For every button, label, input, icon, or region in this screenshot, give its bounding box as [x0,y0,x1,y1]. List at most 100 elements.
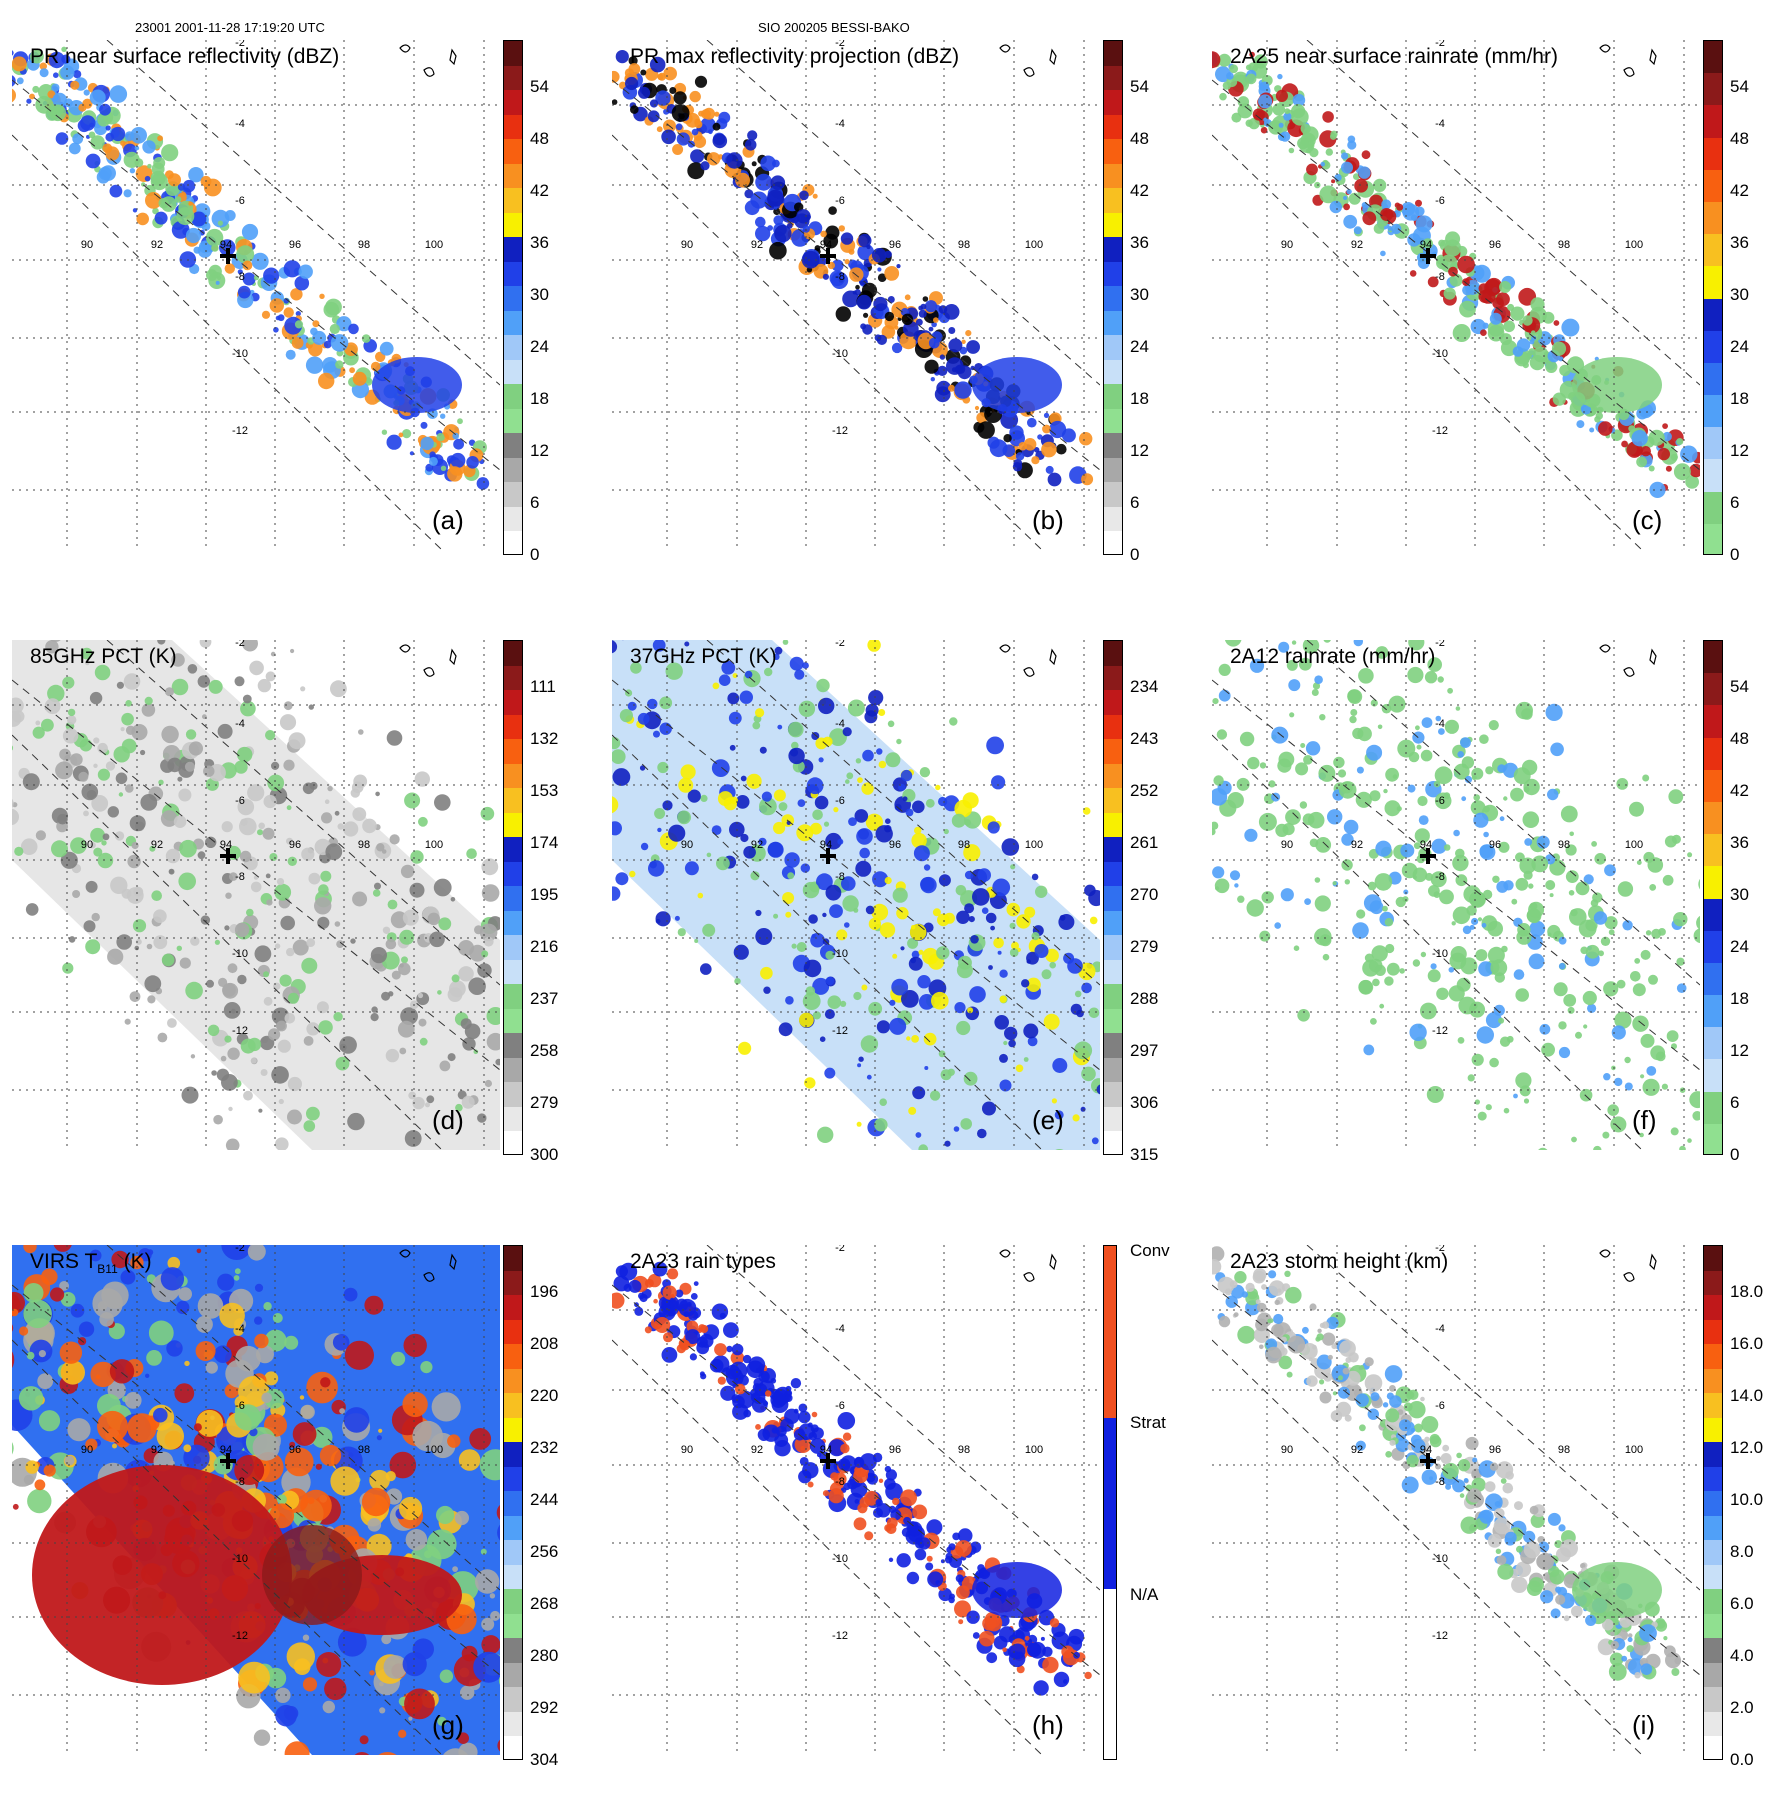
colorbar-tick-label: N/A [1130,1585,1158,1605]
colorbar-tick-label: 24 [530,337,549,357]
panel-title-text: PR max reflectivity projection (dBZ) [630,45,959,68]
lon-label: 100 [425,239,443,251]
colorbar-tick-label: 300 [530,1145,558,1165]
colorbar-segment [504,886,522,911]
colorbar-tick-label: 18 [1130,389,1149,409]
colorbar-segment [1104,911,1122,936]
colorbar-segment [1104,1082,1122,1107]
colorbar-segment [504,41,522,66]
colorbar-segment [1704,1516,1722,1541]
colorbar-segment [504,1058,522,1083]
colorbar-segment [1104,90,1122,115]
lon-label: 92 [1351,1444,1363,1456]
panel-title: 2A23 storm height (km) [1230,1250,1448,1274]
lat-label: -12 [1432,1630,1448,1642]
colorbar-segment [504,1736,522,1760]
colorbar-segment [1104,213,1122,238]
lon-label: 92 [751,239,763,251]
colorbar-tick-label: 6 [1730,493,1739,513]
lat-label: -6 [235,795,245,807]
lon-label: 90 [1281,239,1293,251]
colorbar-segment [504,286,522,311]
colorbar-segment [1704,1589,1722,1614]
colorbar-tick-label: 268 [530,1594,558,1614]
colorbar-tick-label: 8.0 [1730,1542,1754,1562]
lon-label: 98 [1558,239,1570,251]
colorbar-tick-label: 220 [530,1386,558,1406]
colorbar-segment [1704,1124,1722,1155]
lon-label: 98 [958,839,970,851]
colorbar-tick-label: 0.0 [1730,1750,1754,1770]
colorbar-tick-label: 279 [1130,937,1158,957]
lat-label: -2 [235,1245,245,1254]
colorbar-segment [1704,1246,1722,1271]
lat-label: -6 [235,195,245,207]
lon-label: 92 [151,1444,163,1456]
colorbar-segment [504,1320,522,1345]
colorbar-tick-label: 48 [1130,129,1149,149]
colorbar-tick-label: 6 [1730,1093,1739,1113]
colorbar-segment [504,1246,522,1271]
colorbar-tick-label: 12.0 [1730,1438,1763,1458]
colorbar-segment [1104,1589,1116,1760]
colorbar [1703,40,1723,555]
colorbar-tick-label: 208 [530,1334,558,1354]
colorbar-tick-label: 24 [1130,337,1149,357]
colorbar-segment [1104,360,1122,385]
lat-label: -12 [232,425,248,437]
lon-label: 100 [1625,239,1643,251]
colorbar-tick-label: 6 [1130,493,1139,513]
colorbar-segment [1704,705,1722,737]
colorbar-tick-label: 10.0 [1730,1490,1763,1510]
lon-label: 92 [151,839,163,851]
lat-label: -10 [232,948,248,960]
panel-label: (h) [1032,1710,1064,1741]
lat-label: -4 [1435,718,1445,730]
colorbar-segment [1704,395,1722,427]
colorbar-tick-label: 54 [530,77,549,97]
colorbar-tick-label: 36 [1730,233,1749,253]
colorbar-tick-label: 237 [530,989,558,1009]
lat-label: -4 [235,118,245,130]
lon-label: 98 [1558,1444,1570,1456]
lon-label: 98 [358,239,370,251]
lon-label: 100 [1025,1444,1043,1456]
colorbar-segment [1104,531,1122,555]
colorbar-segment [504,1589,522,1614]
colorbar-segment [504,1638,522,1663]
colorbar-segment [1704,1320,1722,1345]
colorbar [1103,40,1123,555]
colorbar-segment [504,641,522,666]
colorbar-segment [504,1393,522,1418]
colorbar-segment [1104,433,1122,458]
panel-label: (a) [432,505,464,536]
colorbar-tick-label: 6.0 [1730,1594,1754,1614]
colorbar-tick-label: 132 [530,729,558,749]
panel-title-text: 85GHz PCT (K) [30,645,177,668]
colorbar-tick-label: 244 [530,1490,558,1510]
lat-label: -8 [1435,1476,1445,1488]
lon-label: 92 [751,839,763,851]
lon-label: 100 [1625,1444,1643,1456]
colorbar-tick-label: 174 [530,833,558,853]
lat-label: -6 [1435,195,1445,207]
colorbar-tick-label: 252 [1130,781,1158,801]
colorbar-segment [1704,1638,1722,1663]
lat-label: -6 [235,1400,245,1412]
colorbar-tick-label: 48 [1730,729,1749,749]
lon-label: 90 [1281,1444,1293,1456]
colorbar-segment [1704,899,1722,931]
colorbar-tick-label: 12 [1730,441,1749,461]
colorbar-tick-label: 36 [530,233,549,253]
lon-label: 92 [1351,839,1363,851]
colorbar-segment [504,1369,522,1394]
colorbar-tick-label: 36 [1730,833,1749,853]
colorbar-segment [1104,837,1122,862]
colorbar-segment [504,1540,522,1565]
